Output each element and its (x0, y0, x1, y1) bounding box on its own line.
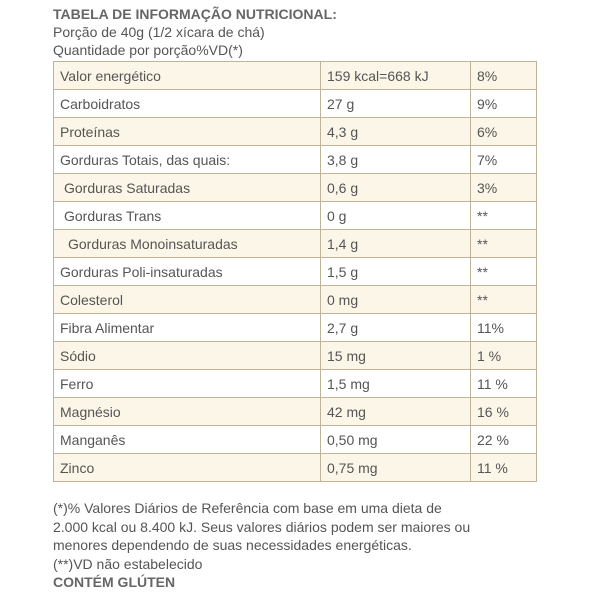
daily-value: 8% (470, 61, 537, 90)
footer-line: menores dependendo de suas necessidades … (53, 537, 412, 553)
footer-line: (**)VD não estabelecido (53, 555, 203, 572)
amount: 0,6 g (320, 173, 471, 202)
nutrient: Gorduras Trans (53, 201, 321, 230)
nutrient: Carboidratos (53, 89, 321, 118)
amount: 15 mg (320, 341, 471, 370)
amount: 2,7 g (320, 313, 471, 342)
amount: 27 g (320, 89, 471, 118)
table-row: Gorduras Trans 0 g ** (53, 201, 537, 230)
table-row: Proteínas 4,3 g 6% (53, 117, 537, 146)
title: TABELA DE INFORMAÇÃO NUTRICIONAL: (53, 6, 337, 22)
amount: 0,50 mg (320, 425, 471, 454)
table-row: Zinco 0,75 mg 11 % (53, 453, 537, 482)
nutrient: Gorduras Monoinsaturadas (53, 229, 321, 258)
nutrition-table: Valor energético 159 kcal=668 kJ 8% Carboid… (53, 61, 537, 482)
amount: 3,8 g (320, 145, 471, 174)
portion: Porção de 40g (1/2 xícara de chá) (53, 24, 265, 40)
nutrient: Gorduras Totais, das quais: (53, 145, 321, 174)
table-row: Gorduras Saturadas 0,6 g 3% (53, 173, 537, 202)
amount: 1,4 g (320, 229, 471, 258)
nutrient: Proteínas (53, 117, 321, 146)
amount: 1,5 g (320, 257, 471, 286)
footer-line: CONTÉM GLÚTEN (53, 574, 176, 590)
daily-value: ** (470, 285, 537, 314)
quantity-header: Quantidade por porção%VD(*) (53, 42, 243, 58)
daily-value: 7% (470, 145, 537, 174)
table-row: Gorduras Poli-insaturadas 1,5 g ** (53, 257, 537, 286)
footer-line: 2.000 kcal ou 8.400 kJ. Seus valores diá… (53, 518, 471, 535)
daily-value: 6% (470, 117, 537, 146)
daily-value: ** (470, 201, 537, 230)
table-row: Gorduras Monoinsaturadas 1,4 g ** (53, 229, 537, 258)
table-row: Gorduras Totais, das quais: 3,8 g 7% (53, 145, 537, 174)
table-row: Ferro 1,5 mg 11 % (53, 369, 537, 398)
amount: 0,75 mg (320, 453, 471, 482)
footer: (*)% Valores Diários de Referência com b… (53, 499, 470, 592)
daily-value: ** (470, 229, 537, 258)
daily-value: 11 % (470, 369, 537, 398)
daily-value: 11% (470, 313, 537, 342)
amount: 159 kcal=668 kJ (320, 61, 471, 90)
table-row: Carboidratos 27 g 9% (53, 89, 537, 118)
nutrient: Gorduras Poli-insaturadas (53, 257, 321, 286)
nutrient: Sódio (53, 341, 321, 370)
nutrient: Valor energético (53, 61, 321, 90)
daily-value: 11 % (470, 453, 537, 482)
table-row: Colesterol 0 mg ** (53, 285, 537, 314)
daily-value: ** (470, 257, 537, 286)
nutrient: Ferro (53, 369, 321, 398)
table-row: Sódio 15 mg 1 % (53, 341, 537, 370)
nutrient: Magnésio (53, 397, 321, 426)
amount: 0 mg (320, 285, 471, 314)
daily-value: 16 % (470, 397, 537, 426)
nutrient: Gorduras Saturadas (53, 173, 321, 202)
table-row: Valor energético 159 kcal=668 kJ 8% (53, 61, 537, 90)
nutrient: Fibra Alimentar (53, 313, 321, 342)
nutrient: Colesterol (53, 285, 321, 314)
table-row: Fibra Alimentar 2,7 g 11% (53, 313, 537, 342)
daily-value: 1 % (470, 341, 537, 370)
daily-value: 22 % (470, 425, 537, 454)
table-row: Magnésio 42 mg 16 % (53, 397, 537, 426)
nutrient: Zinco (53, 453, 321, 482)
amount: 0 g (320, 201, 471, 230)
amount: 42 mg (320, 397, 471, 426)
nutrient: Manganês (53, 425, 321, 454)
daily-value: 9% (470, 89, 537, 118)
footer-line: (*)% Valores Diários de Referência com b… (53, 500, 442, 516)
daily-value: 3% (470, 173, 537, 202)
amount: 4,3 g (320, 117, 471, 146)
amount: 1,5 mg (320, 369, 471, 398)
table-row: Manganês 0,50 mg 22 % (53, 425, 537, 454)
